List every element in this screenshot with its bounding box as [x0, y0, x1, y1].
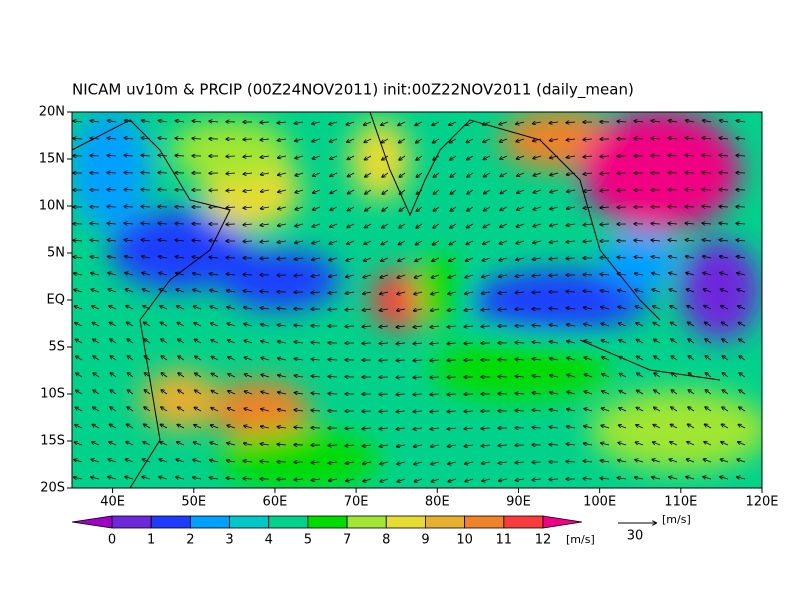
colorbar-box [465, 516, 504, 528]
wind-arrow [719, 206, 728, 207]
colorbar-label: 9 [421, 533, 429, 548]
wind-arrow [413, 377, 422, 378]
wind-arrow [243, 139, 252, 140]
x-tick-label: 90E [506, 495, 531, 510]
wind-arrow [549, 479, 558, 480]
y-tick-label: 20S [40, 481, 65, 496]
x-tick-label: 50E [181, 495, 206, 510]
wind-arrow [260, 122, 269, 123]
colorbar-label: 1 [147, 533, 155, 548]
x-tick-label: 40E [100, 495, 125, 510]
y-tick-label: EQ [47, 293, 65, 308]
colorbar-box [347, 516, 386, 528]
colorbar-label: 0 [108, 533, 116, 548]
wind-arrow [651, 223, 660, 224]
wind-arrow [107, 172, 116, 173]
colorbar-unit: [m/s] [566, 533, 595, 546]
wind-arrow [430, 377, 439, 378]
colorbar-box [151, 516, 190, 528]
wind-arrow [583, 478, 592, 479]
colorbar-label: 12 [535, 533, 552, 548]
colorbar-box [425, 516, 464, 528]
x-tick-label: 100E [583, 495, 616, 510]
wind-arrow [175, 155, 184, 156]
y-tick-label: 15S [40, 434, 65, 449]
wind-arrow [328, 359, 337, 360]
wind-arrow [702, 189, 711, 190]
colorbar-label: 8 [382, 533, 390, 548]
wind-arrow [396, 394, 405, 395]
colorbar-label: 7 [343, 533, 351, 548]
wind-arrow [107, 206, 116, 207]
wind-arrow [328, 393, 337, 394]
y-tick-label: 20N [39, 105, 65, 120]
y-tick-label: 10N [39, 199, 65, 214]
wind-arrow [600, 224, 609, 225]
x-tick-label: 70E [344, 495, 369, 510]
wind-arrow [90, 155, 99, 156]
wind-arrow [124, 189, 133, 190]
reference-value: 30 [627, 529, 644, 544]
colorbar-box [112, 516, 151, 528]
colorbar-box [308, 516, 347, 528]
wind-arrow [141, 189, 150, 190]
y-tick-label: 10S [40, 387, 65, 402]
y-tick-label: 5S [48, 340, 65, 355]
reference-unit: [m/s] [662, 513, 691, 526]
colorbar-label: 4 [265, 533, 273, 548]
colorbar-box [230, 516, 269, 528]
x-tick-label: 110E [664, 495, 697, 510]
reference-vector: 30 [m/s] [618, 513, 691, 544]
colorbar-over [543, 516, 582, 528]
wind-arrow [583, 274, 592, 275]
y-tick-label: 15N [39, 152, 65, 167]
wind-arrow [549, 275, 558, 276]
wind-arrow [158, 206, 167, 207]
colorbar-label: 5 [304, 533, 312, 548]
colorbar-label: 2 [186, 533, 194, 548]
wind-arrow [158, 172, 167, 173]
map-title: NICAM uv10m & PRCIP (00Z24NOV2011) init:… [72, 81, 634, 100]
x-tick-label: 60E [263, 495, 288, 510]
wind-arrow [396, 360, 405, 361]
colorbar-box [190, 516, 229, 528]
wind-arrow [685, 189, 694, 190]
colorbar-label: 11 [496, 533, 513, 548]
x-tick-label: 80E [425, 495, 450, 510]
colorbar-box [386, 516, 425, 528]
x-tick-label: 120E [745, 495, 778, 510]
colorbar-label: 10 [456, 533, 473, 548]
colorbar-box [504, 516, 543, 528]
y-tick-label: 5N [47, 246, 65, 261]
colorbar-box [269, 516, 308, 528]
wind-arrow [498, 376, 507, 377]
wind-field [70, 110, 770, 490]
colorbar-label: 3 [225, 533, 233, 548]
colorbar-under [72, 516, 112, 528]
wind-arrow [719, 172, 728, 173]
